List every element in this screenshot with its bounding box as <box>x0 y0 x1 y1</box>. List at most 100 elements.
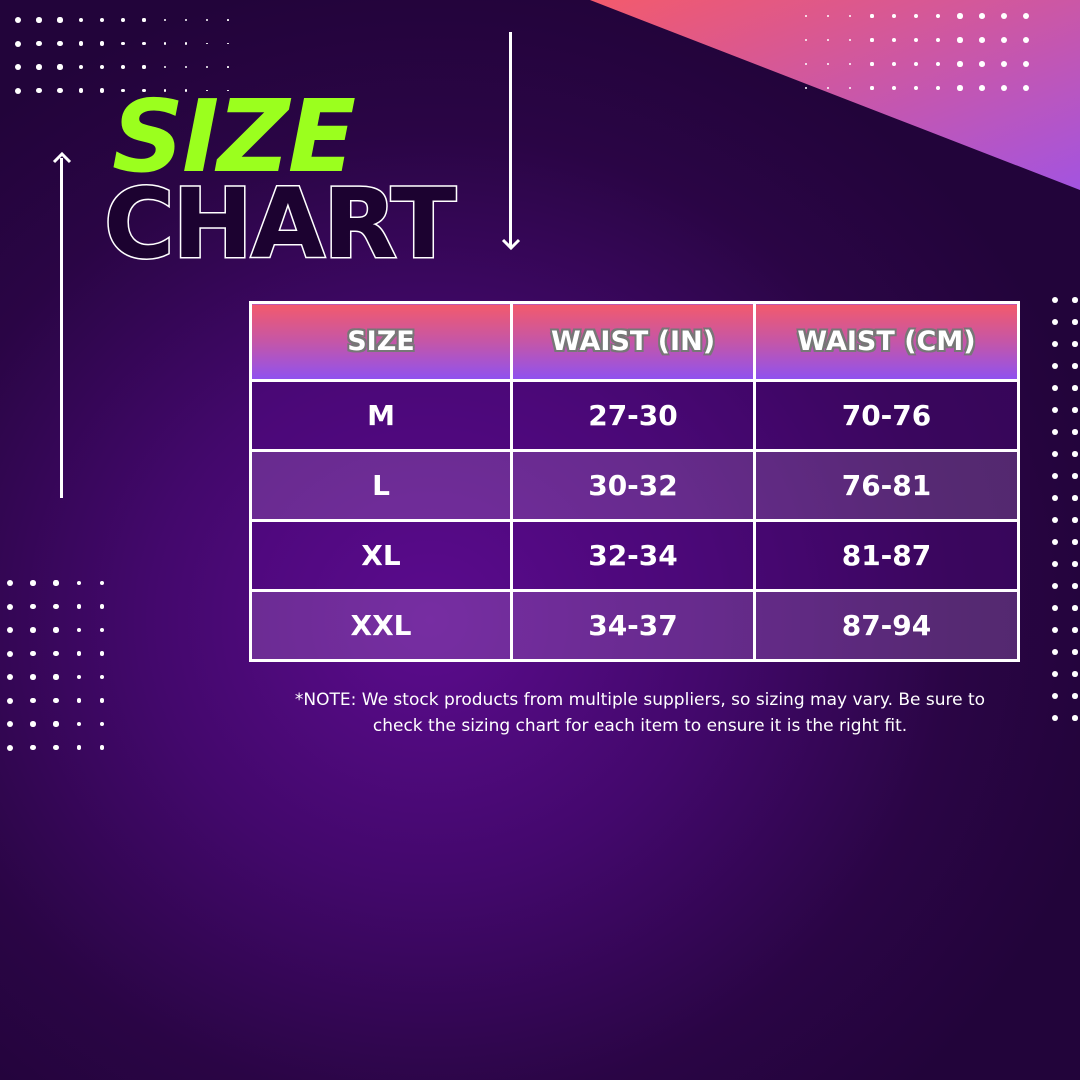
dot <box>121 41 125 46</box>
dot <box>892 62 896 66</box>
dot <box>848 62 852 66</box>
arrow-down-icon <box>509 32 512 248</box>
dot <box>1052 297 1058 303</box>
dot <box>76 651 82 656</box>
dot <box>1052 605 1058 611</box>
dot <box>826 62 830 66</box>
dot <box>163 42 167 45</box>
dot <box>957 85 963 91</box>
dot <box>1052 451 1058 457</box>
dot <box>979 13 985 19</box>
dot <box>913 37 919 43</box>
cell-waist-cm: 87-94 <box>753 589 1020 662</box>
dot <box>30 627 36 633</box>
dot <box>15 17 21 23</box>
dot <box>1072 429 1078 435</box>
dot <box>1072 583 1078 589</box>
table-row: XL 32-34 81-87 <box>249 519 1020 592</box>
dot <box>76 627 82 633</box>
dot <box>1052 341 1058 347</box>
dot <box>206 42 208 45</box>
dot <box>913 85 919 91</box>
dot <box>957 13 963 19</box>
dot <box>53 650 59 657</box>
dot <box>1052 583 1058 589</box>
arrow-up-head-icon <box>52 151 72 164</box>
dot <box>1072 407 1078 413</box>
dot <box>57 64 63 70</box>
dot <box>1052 495 1058 501</box>
header-waist-in: WAIST (IN) <box>510 301 756 382</box>
dot <box>1052 363 1058 369</box>
dot <box>1072 297 1078 303</box>
dot <box>53 744 59 751</box>
dot <box>870 14 874 18</box>
table-row: L 30-32 76-81 <box>249 449 1020 522</box>
title-chart: CHART <box>102 167 457 282</box>
dot <box>30 674 36 680</box>
dot <box>1000 36 1008 44</box>
dot <box>142 18 146 22</box>
dot <box>1072 517 1078 523</box>
dot <box>870 38 874 42</box>
dot <box>892 14 896 18</box>
dot <box>30 580 36 586</box>
dot <box>892 38 896 42</box>
cell-waist-in: 32-34 <box>510 519 756 592</box>
dot <box>206 89 208 92</box>
dot <box>36 87 42 94</box>
dot <box>1052 671 1058 677</box>
dot <box>7 721 13 727</box>
dot <box>935 13 941 19</box>
dot <box>1072 363 1078 369</box>
dot <box>206 66 208 68</box>
dot <box>227 19 229 21</box>
dot <box>1022 36 1030 44</box>
dot <box>913 13 919 19</box>
dot <box>99 721 105 727</box>
cell-size: L <box>249 449 513 522</box>
dot <box>1000 12 1008 20</box>
dot <box>163 89 167 92</box>
dot <box>53 627 59 633</box>
dot <box>36 40 42 47</box>
dot <box>805 63 807 65</box>
header-waist-cm: WAIST (CM) <box>753 301 1020 382</box>
arrow-up-icon <box>60 158 63 498</box>
dot <box>805 87 807 89</box>
dot <box>57 40 63 47</box>
dot <box>979 61 985 67</box>
dot <box>1072 605 1078 611</box>
dot <box>76 745 82 750</box>
dot <box>1052 693 1058 699</box>
dot <box>1052 517 1058 523</box>
dot <box>1052 385 1058 391</box>
dot <box>36 17 42 23</box>
dot <box>99 64 105 70</box>
dot <box>76 604 82 609</box>
dot <box>1072 649 1078 655</box>
dot <box>826 86 830 90</box>
dot <box>870 86 874 90</box>
dot <box>892 86 896 90</box>
dot <box>1072 385 1078 391</box>
dot <box>7 674 13 680</box>
dot <box>979 37 985 43</box>
dot <box>7 627 13 633</box>
dot <box>1052 715 1058 721</box>
dot <box>184 89 188 92</box>
dot <box>121 88 125 93</box>
dot <box>1052 539 1058 545</box>
dot <box>1072 715 1078 721</box>
dot <box>142 88 146 93</box>
dot <box>805 39 807 41</box>
dot <box>935 37 941 43</box>
arrow-down-head-icon <box>501 238 521 251</box>
dot <box>1052 473 1058 479</box>
dot <box>53 580 59 586</box>
dot <box>30 697 36 704</box>
dot <box>1072 671 1078 677</box>
dot <box>7 580 13 586</box>
sizing-note: *NOTE: We stock products from multiple s… <box>294 690 986 736</box>
dot <box>870 62 874 66</box>
